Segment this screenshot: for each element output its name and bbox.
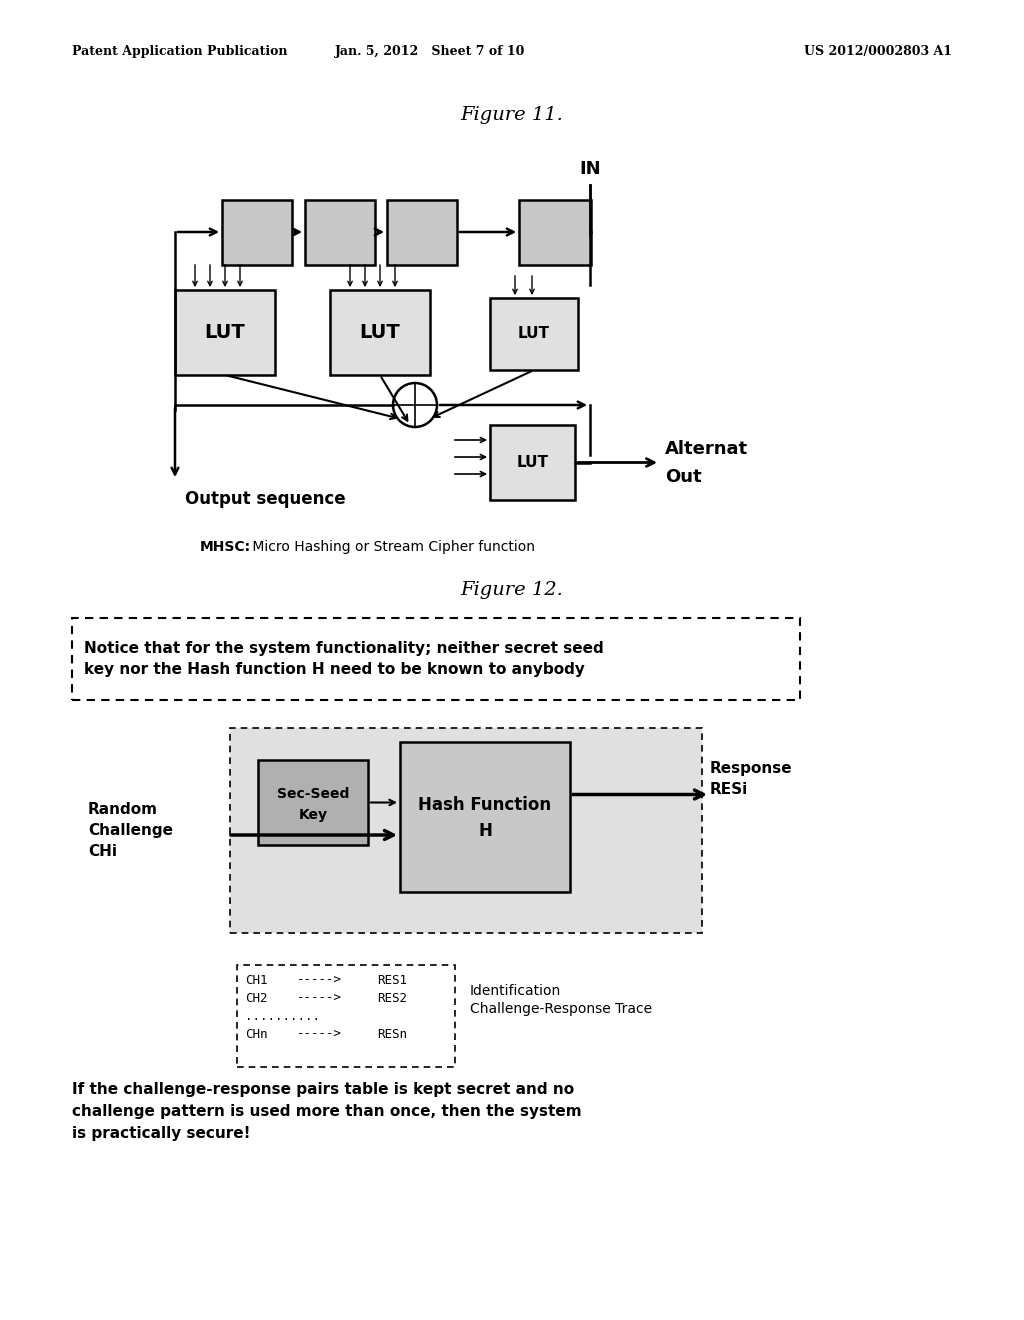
Bar [237,965,455,1067]
Text: RESn: RESn [377,1027,407,1040]
Text: Sec-Seed: Sec-Seed [276,788,349,801]
Text: LUT: LUT [518,326,550,342]
Bar [72,618,800,700]
Text: LUT: LUT [205,323,246,342]
Bar [490,425,575,500]
Text: Hash Function: Hash Function [419,796,552,814]
Text: Patent Application Publication: Patent Application Publication [72,45,288,58]
Text: LUT: LUT [359,323,400,342]
Text: ----->: -----> [297,974,342,986]
Text: H: H [478,822,492,840]
Text: Notice that for the system functionality; neither secret seed
key nor the Hash f: Notice that for the system functionality… [84,642,604,677]
Bar [258,760,368,845]
Bar [230,729,702,933]
Text: Jan. 5, 2012   Sheet 7 of 10: Jan. 5, 2012 Sheet 7 of 10 [335,45,525,58]
Text: MHSC:: MHSC: [200,540,251,554]
Text: RES1: RES1 [377,974,407,986]
Text: Figure 11.: Figure 11. [461,106,563,124]
Text: Alternat: Alternat [665,440,749,458]
Text: Output sequence: Output sequence [185,490,346,508]
Text: Micro Hashing or Stream Cipher function: Micro Hashing or Stream Cipher function [248,540,535,554]
Bar [305,201,375,265]
Text: LUT: LUT [516,455,549,470]
Bar [330,290,430,375]
Text: Key: Key [299,808,328,821]
Text: Figure 12.: Figure 12. [461,581,563,599]
Text: CHn: CHn [245,1027,267,1040]
Text: ..........: .......... [245,1010,319,1023]
Bar [222,201,292,265]
Text: If the challenge-response pairs table is kept secret and no
challenge pattern is: If the challenge-response pairs table is… [72,1082,582,1142]
Text: Out: Out [665,467,701,486]
Bar [387,201,457,265]
Text: IN: IN [580,160,601,178]
Text: RES2: RES2 [377,991,407,1005]
Text: US 2012/0002803 A1: US 2012/0002803 A1 [804,45,952,58]
Text: Identification
Challenge-Response Trace: Identification Challenge-Response Trace [470,983,652,1016]
Bar [519,201,591,265]
Text: CH1: CH1 [245,974,267,986]
Bar [175,290,275,375]
Text: ----->: -----> [297,1027,342,1040]
Text: Response
RESi: Response RESi [710,760,793,796]
Bar [490,298,578,370]
Text: CH2: CH2 [245,991,267,1005]
Text: ----->: -----> [297,991,342,1005]
Bar [400,742,570,892]
Text: Random
Challenge
CHi: Random Challenge CHi [88,801,173,858]
